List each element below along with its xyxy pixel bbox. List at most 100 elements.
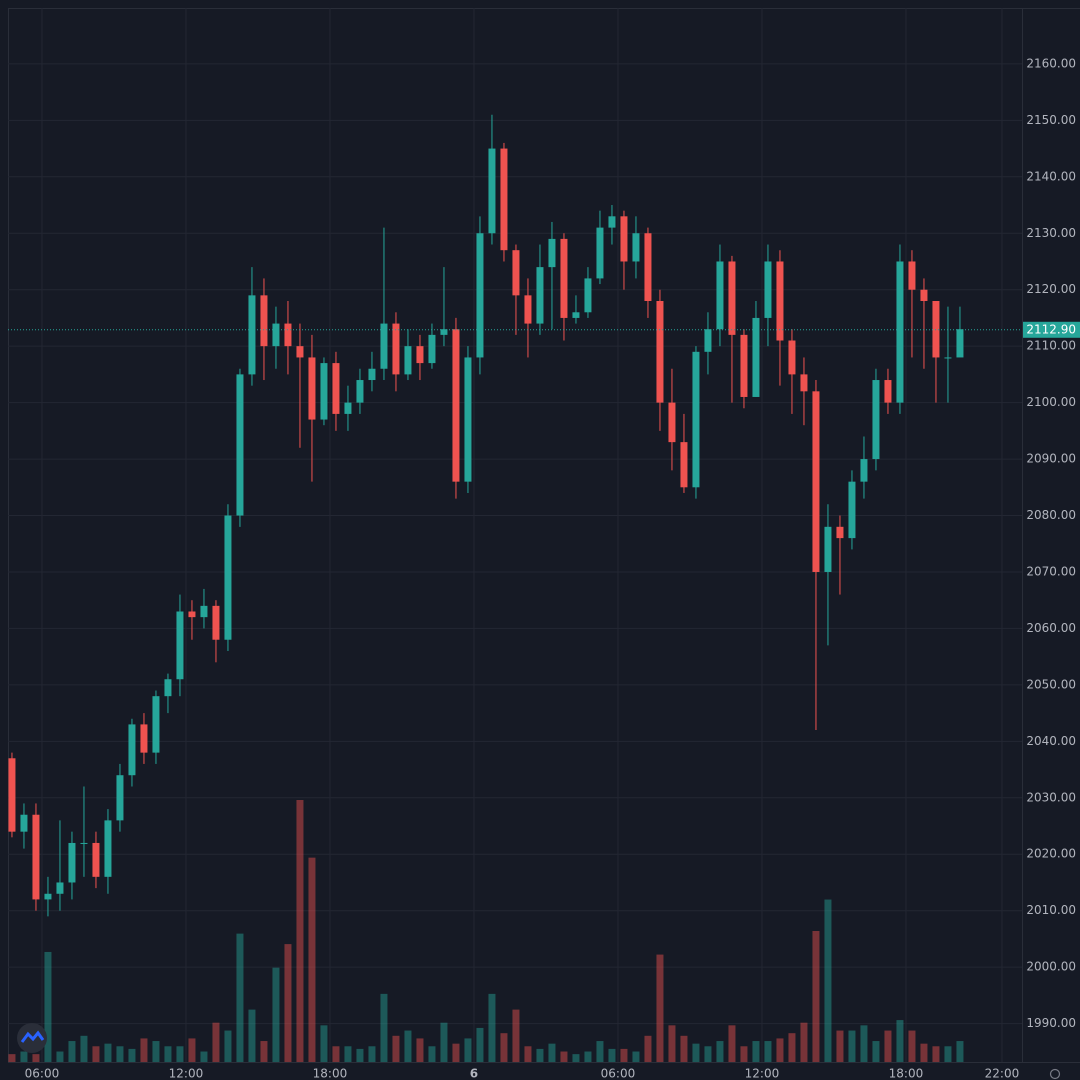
candle-body [572, 312, 580, 318]
candle-body [104, 820, 112, 877]
last-price-tag [1023, 321, 1080, 338]
x-tick-label: 18:00 [889, 1067, 924, 1080]
volume-bar [860, 1025, 868, 1062]
candle-body [152, 696, 160, 753]
volume-bar [764, 1041, 772, 1062]
candle-body [92, 842, 100, 877]
volume-bar [200, 1051, 208, 1062]
candle-body [920, 289, 928, 301]
settings-gear[interactable] [1049, 1068, 1061, 1080]
y-tick-label: 2010.00 [1026, 903, 1076, 917]
volume-bar [188, 1038, 196, 1062]
candle-body [860, 459, 868, 482]
candle-body [464, 357, 472, 482]
volume-bar [836, 1030, 844, 1062]
candle-body [8, 758, 16, 832]
volume-bar [368, 1046, 376, 1062]
candle-body [128, 724, 136, 776]
candle-body [116, 775, 124, 821]
volume-bar [692, 1043, 700, 1062]
candle-body [236, 374, 244, 516]
candle-body [260, 295, 268, 347]
candle-body [692, 351, 700, 488]
candle-body [644, 233, 652, 301]
candle-body [404, 346, 412, 375]
candle-body [752, 317, 760, 397]
volume-bar [8, 1054, 16, 1062]
volume-bar [104, 1043, 112, 1062]
candle-body [548, 238, 556, 268]
candle-body [56, 882, 64, 894]
volume-bar [56, 1051, 64, 1062]
logo[interactable] [17, 1023, 47, 1053]
volume-bar [512, 1009, 520, 1062]
candle-body [188, 611, 196, 618]
y-tick-label: 2000.00 [1026, 960, 1076, 974]
volume-bar [356, 1048, 364, 1062]
candle-body [332, 363, 340, 414]
candle-body [608, 216, 616, 228]
candle-body [800, 374, 808, 392]
volume-bar [248, 1009, 256, 1062]
candle-body [80, 842, 88, 844]
logo-icon[interactable] [20, 1030, 45, 1043]
volume-bar [668, 1025, 676, 1062]
candle-body [956, 329, 964, 358]
volume-layer [8, 800, 964, 1062]
candle-body [584, 278, 592, 313]
candle-body [932, 300, 940, 358]
candle-body [620, 216, 628, 262]
volume-bar [740, 1046, 748, 1062]
candle-body [500, 148, 508, 251]
candle-body [320, 363, 328, 420]
volume-bar [428, 1046, 436, 1062]
volume-bar [560, 1051, 568, 1062]
x-tick-label: 12:00 [745, 1067, 780, 1080]
volume-bar [152, 1041, 160, 1062]
volume-bar [536, 1048, 544, 1062]
candle-body [668, 402, 676, 443]
candle-body [824, 526, 832, 572]
candle-body [656, 300, 664, 403]
candle-body [428, 334, 436, 364]
volume-bar [128, 1048, 136, 1062]
volume-bar [728, 1025, 736, 1062]
volume-bar [896, 1020, 904, 1062]
candle-body [776, 261, 784, 341]
candle-body [596, 227, 604, 279]
y-tick-label: 2050.00 [1026, 677, 1076, 691]
volume-bar [416, 1038, 424, 1062]
settings-icon[interactable] [1049, 1068, 1061, 1080]
volume-bar [620, 1048, 628, 1062]
volume-bar [380, 993, 388, 1062]
last-price-label: 2112.90 [1026, 322, 1076, 336]
candle-body [848, 481, 856, 539]
volume-bar [116, 1046, 124, 1062]
volume-bar [500, 1033, 508, 1062]
volume-bar [956, 1041, 964, 1062]
candle-body [284, 323, 292, 347]
axis-labels: 1990.00 2000.00 2010.00 2020.00 2030.00 2040.… [25, 56, 1080, 1080]
volume-bar [584, 1051, 592, 1062]
candle-body [176, 611, 184, 680]
volume-bar [164, 1046, 172, 1062]
candle-body [224, 515, 232, 640]
volume-bar [44, 951, 52, 1062]
y-tick-label: 2120.00 [1026, 282, 1076, 296]
x-tick-label: 06:00 [25, 1067, 60, 1080]
volume-bar [812, 931, 820, 1062]
candle-body [632, 233, 640, 262]
candle-body [728, 261, 736, 335]
volume-bar [824, 899, 832, 1062]
volume-bar [344, 1046, 352, 1062]
y-tick-label: 2100.00 [1026, 395, 1076, 409]
volume-bar [440, 1022, 448, 1062]
candle-body [896, 261, 904, 403]
candle-body [380, 323, 388, 369]
y-tick-label: 2160.00 [1026, 56, 1076, 70]
volume-bar [632, 1051, 640, 1062]
candle-body [68, 842, 76, 883]
volume-bar [524, 1046, 532, 1062]
candle-body [524, 295, 532, 324]
